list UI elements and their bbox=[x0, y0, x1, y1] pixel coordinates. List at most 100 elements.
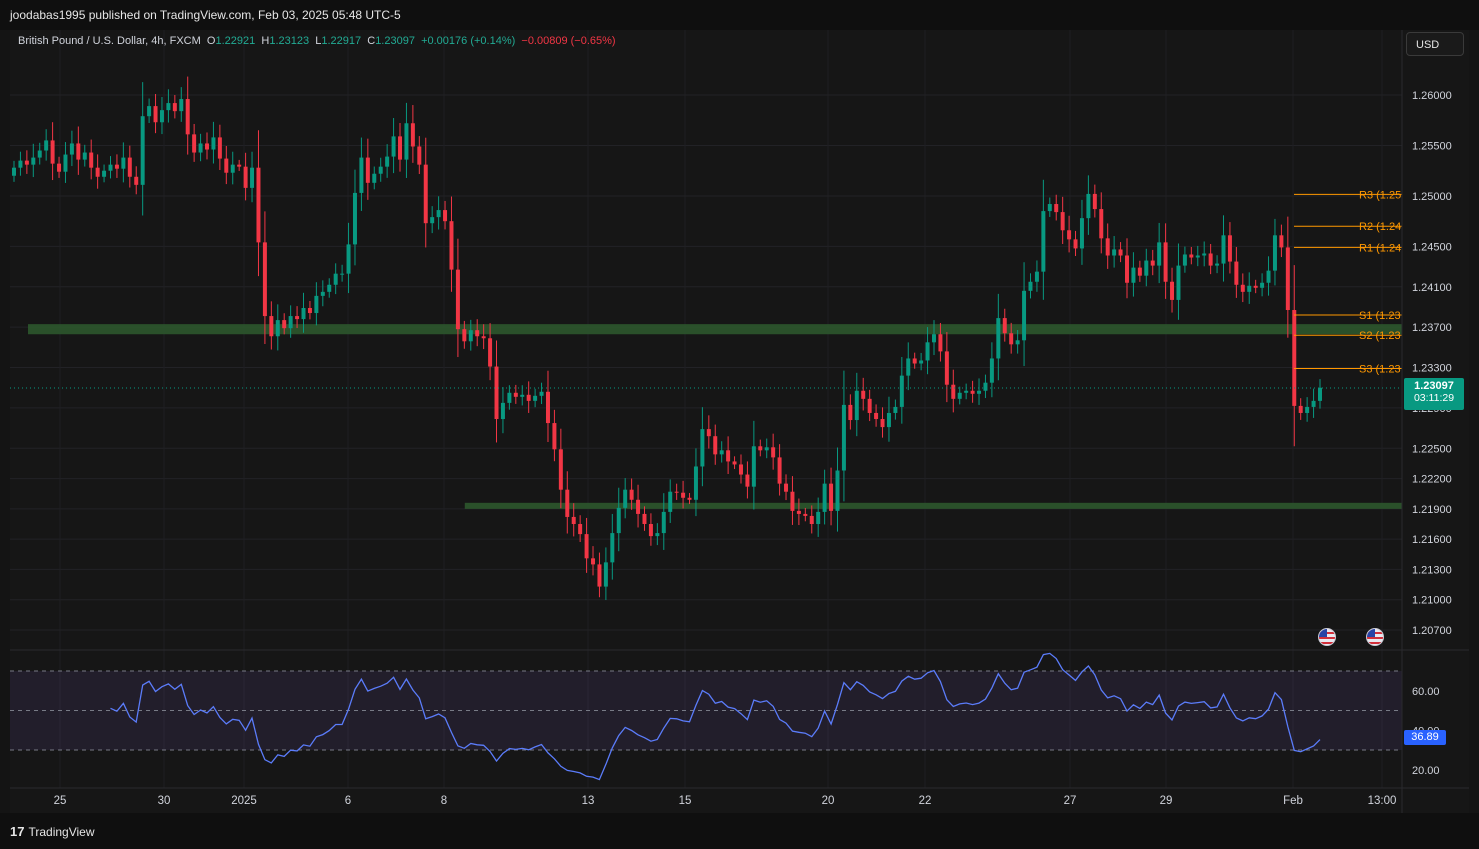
candle-down bbox=[1279, 235, 1284, 248]
candle-up bbox=[372, 173, 377, 183]
candle-down bbox=[584, 534, 589, 559]
candle-down bbox=[1234, 261, 1239, 285]
candle-up bbox=[500, 402, 505, 420]
candle-down bbox=[1054, 204, 1059, 213]
close-label: C bbox=[367, 35, 376, 47]
candle-down bbox=[629, 489, 634, 500]
candle-up bbox=[301, 307, 306, 320]
candle-up bbox=[12, 167, 16, 176]
candle-down bbox=[89, 152, 94, 168]
x-tick-label: 15 bbox=[679, 795, 692, 807]
y-tick-label: 1.21600 bbox=[1412, 534, 1452, 546]
candle-up bbox=[166, 103, 171, 111]
candle-down bbox=[732, 461, 737, 465]
candle-up bbox=[327, 284, 332, 292]
candle-up bbox=[198, 143, 203, 153]
candle-up bbox=[1260, 282, 1265, 288]
candle-down bbox=[803, 513, 808, 516]
y-tick-label: 1.24100 bbox=[1412, 282, 1452, 294]
candle-up bbox=[899, 375, 904, 407]
candle-up bbox=[719, 450, 724, 455]
x-tick-label: 13 bbox=[582, 795, 595, 807]
candle-down bbox=[1189, 254, 1194, 258]
candle-down bbox=[134, 176, 139, 185]
candle-up bbox=[108, 164, 113, 171]
candle-down bbox=[558, 449, 563, 490]
candle-up bbox=[816, 511, 821, 525]
candle-down bbox=[57, 163, 62, 172]
candle-down bbox=[462, 329, 467, 342]
candle-up bbox=[841, 404, 846, 471]
candle-up bbox=[340, 273, 345, 275]
candle-up bbox=[1015, 340, 1020, 345]
candle-down bbox=[488, 338, 493, 367]
candle-up bbox=[603, 562, 608, 587]
candle-up bbox=[1079, 218, 1084, 249]
candle-up bbox=[275, 320, 280, 337]
candle-down bbox=[597, 564, 602, 587]
period-change-value: −0.00809 (−0.65%) bbox=[521, 35, 616, 47]
last-price: 1.23097 bbox=[1414, 380, 1454, 392]
us-flag-icon[interactable] bbox=[1318, 628, 1336, 646]
rsi-tick-label: 60.00 bbox=[1412, 686, 1440, 698]
candle-down bbox=[578, 524, 583, 535]
candle-up bbox=[1182, 254, 1187, 266]
candle-up bbox=[1112, 249, 1117, 256]
x-tick-label: 6 bbox=[345, 795, 351, 807]
candle-down bbox=[1292, 310, 1297, 406]
pivot-label: R3 (1.25 bbox=[1359, 189, 1401, 201]
high-label: H bbox=[261, 35, 270, 47]
candle-down bbox=[475, 330, 480, 337]
x-tick-label: 8 bbox=[441, 795, 447, 807]
currency-button[interactable]: USD bbox=[1406, 32, 1464, 56]
candle-up bbox=[893, 406, 898, 413]
candle-up bbox=[159, 110, 164, 123]
candle-up bbox=[854, 390, 859, 421]
candle-up bbox=[391, 136, 396, 157]
candle-down bbox=[295, 316, 300, 320]
chart-canvas[interactable]: R3 (1.25 R2 (1.24 R1 (1.24 S1 (1.23 S2 (1.23… bbox=[10, 30, 1469, 813]
tradingview-logo[interactable]: 17 TradingView bbox=[10, 824, 95, 839]
candle-up bbox=[1022, 290, 1027, 341]
y-tick-label: 1.24500 bbox=[1412, 241, 1452, 253]
candle-down bbox=[874, 412, 879, 420]
candle-up bbox=[140, 116, 145, 185]
candle-up bbox=[18, 160, 23, 168]
candle-up bbox=[333, 273, 338, 285]
candle-down bbox=[880, 419, 885, 428]
candle-up bbox=[320, 291, 325, 296]
candle-up bbox=[623, 489, 628, 508]
candle-up bbox=[977, 390, 982, 394]
us-flag-icon[interactable] bbox=[1366, 628, 1384, 646]
candle-up bbox=[539, 391, 544, 396]
candle-down bbox=[1208, 253, 1213, 266]
candle-up bbox=[964, 390, 969, 393]
rsi-line bbox=[110, 652, 1321, 781]
candle-up bbox=[751, 446, 756, 487]
candle-down bbox=[243, 166, 248, 188]
candle-down bbox=[513, 392, 518, 397]
candle-up bbox=[822, 483, 827, 512]
y-tick-label: 1.21900 bbox=[1412, 504, 1452, 516]
candle-down bbox=[1163, 242, 1168, 282]
candle-up bbox=[989, 358, 994, 383]
candle-up bbox=[69, 143, 74, 155]
candle-down bbox=[1170, 281, 1175, 300]
low-label: L bbox=[315, 35, 322, 47]
candle-down bbox=[282, 320, 287, 329]
low-value: 1.22917 bbox=[321, 35, 362, 47]
candle-up bbox=[700, 429, 705, 467]
chart-frame[interactable]: R3 (1.25 R2 (1.24 R1 (1.24 S1 (1.23 S2 (1.23… bbox=[10, 30, 1469, 813]
candle-up bbox=[179, 99, 184, 112]
candle-down bbox=[114, 164, 119, 169]
candle-down bbox=[951, 384, 956, 399]
candle-down bbox=[127, 157, 132, 177]
candle-up bbox=[1144, 260, 1149, 276]
publisher-info: joodabas1995 published on TradingView.co… bbox=[10, 8, 401, 22]
candle-down bbox=[192, 134, 197, 153]
high-value: 1.23123 bbox=[269, 35, 310, 47]
candle-down bbox=[307, 307, 312, 314]
candle-down bbox=[185, 99, 190, 135]
candle-up bbox=[1311, 400, 1316, 407]
candle-down bbox=[269, 316, 274, 337]
